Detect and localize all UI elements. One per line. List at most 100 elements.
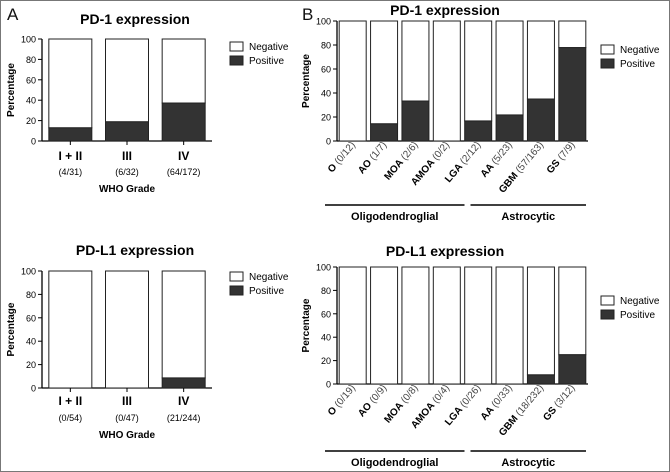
a2-legend-label-positive: Positive (249, 286, 284, 297)
a2-bar-negative-2 (161, 270, 206, 379)
b2-legend-swatch-negative (600, 295, 615, 306)
b1-group-label: Astrocytic (501, 211, 555, 223)
a2-legend-swatch-negative (229, 271, 244, 282)
b1-bar-positive-1 (370, 123, 399, 142)
b2-bar-negative-7 (558, 266, 587, 356)
a1-category-label: I + II (58, 149, 82, 163)
a2-bar-negative-0 (48, 270, 93, 389)
b1-category-label: GS (7/9) (545, 140, 578, 176)
a1-legend-label-negative: Negative (249, 42, 289, 53)
a1-x-axis-label: WHO Grade (99, 184, 156, 195)
a1-legend-label-positive: Positive (249, 56, 284, 67)
b2-count-label: (0/19) (333, 383, 358, 410)
b1-bar-negative-3 (432, 20, 461, 142)
b1-legend-swatch-positive (600, 58, 615, 69)
b1-legend-label-positive: Positive (620, 59, 655, 70)
b2-bar-negative-1 (370, 266, 399, 385)
b2-y-tick-label: 80 (321, 286, 331, 296)
b1-bar-positive-5 (495, 114, 524, 142)
a1-legend-swatch-positive (229, 55, 244, 66)
b1-bar-positive-7 (558, 47, 587, 142)
b2-y-tick-label: 0 (326, 380, 331, 390)
a2-legend-swatch-positive (229, 285, 244, 296)
a2-y-axis-label: Percentage (6, 302, 17, 356)
a1-bar-negative-0 (48, 38, 93, 129)
b2-y-tick-label: 60 (321, 309, 331, 319)
b1-category-name: AMOA (409, 156, 439, 188)
b1-y-tick-label: 80 (321, 41, 331, 51)
b2-group-label: Astrocytic (501, 457, 555, 469)
b2-legend-label-negative: Negative (620, 296, 660, 307)
a2-x-axis-label: WHO Grade (99, 430, 156, 441)
b1-count-label: (2/12) (458, 140, 483, 167)
a1-y-tick-label: 60 (26, 75, 36, 85)
b2-count-label: (0/26) (458, 383, 483, 410)
a1-count-label: (6/32) (115, 167, 139, 177)
b2-category-name: AMOA (409, 399, 439, 431)
a1-count-label: (4/31) (59, 167, 83, 177)
b1-count-label: (7/9) (556, 140, 578, 163)
b2-legend-label-positive: Positive (620, 310, 655, 321)
b1-y-tick-label: 100 (316, 17, 331, 27)
b1-y-tick-label: 60 (321, 65, 331, 75)
b2-bar-positive-6 (526, 374, 555, 385)
a1-count-label: (64/172) (167, 167, 201, 177)
a2-legend-label-negative: Negative (249, 272, 289, 283)
b1-count-label: (5/23) (490, 140, 515, 167)
b1-bar-negative-7 (558, 20, 587, 49)
a2-y-tick-label: 20 (26, 360, 36, 370)
b1-y-tick-label: 0 (326, 137, 331, 147)
a2-y-tick-label: 80 (26, 290, 36, 300)
b2-bar-positive-7 (558, 354, 587, 385)
b2-y-tick-label: 40 (321, 333, 331, 343)
b2-count-label: (3/12) (552, 383, 577, 410)
b1-legend-swatch-negative (600, 44, 615, 55)
a1-y-tick-label: 100 (21, 35, 36, 45)
b2-category-label: AO (0/9) (356, 383, 389, 419)
b1-bar-positive-4 (464, 120, 493, 142)
b1-count-label: (0/2) (430, 140, 452, 163)
b1-group-label: Oligodendroglial (351, 211, 438, 223)
a1-bar-negative-1 (105, 38, 149, 123)
b1-bar-negative-2 (401, 20, 430, 102)
a2-category-label: III (122, 394, 132, 408)
b2-legend-swatch-positive (600, 309, 615, 320)
b1-count-label: (57/163) (514, 140, 546, 176)
a1-bar-negative-2 (161, 38, 206, 104)
a2-y-tick-label: 100 (21, 267, 36, 277)
b1-y-tick-label: 40 (321, 89, 331, 99)
b2-bar-negative-2 (401, 266, 430, 385)
b1-y-tick-label: 20 (321, 113, 331, 123)
b2-bar-negative-4 (464, 266, 493, 385)
a2-y-tick-label: 60 (26, 313, 36, 323)
a1-bar-positive-0 (48, 127, 93, 142)
b2-y-tick-label: 20 (321, 356, 331, 366)
b2-count-label: (0/4) (430, 383, 452, 406)
b2-category-label: GS (3/12) (541, 383, 577, 423)
b1-count-label: (2/6) (399, 140, 421, 163)
a2-category-label: I + II (58, 394, 82, 408)
a1-y-tick-label: 40 (26, 96, 36, 106)
b2-chart-title: PD-L1 expression (386, 243, 504, 259)
a2-count-label: (0/54) (59, 413, 83, 423)
a2-count-label: (21/244) (167, 413, 201, 423)
a2-category-label: IV (178, 394, 189, 408)
b2-bar-negative-0 (338, 266, 367, 385)
a1-y-tick-label: 0 (31, 137, 36, 147)
b2-y-tick-label: 100 (316, 263, 331, 273)
a2-chart-title: PD-L1 expression (76, 242, 194, 258)
b2-count-label: (0/9) (368, 383, 390, 406)
b2-y-axis-label: Percentage (301, 298, 312, 352)
b1-bar-positive-6 (526, 98, 555, 142)
a2-count-label: (0/47) (115, 413, 139, 423)
b2-count-label: (0/33) (490, 383, 515, 410)
b1-category-label: AO (1/7) (356, 140, 389, 176)
panel-label-a: A (7, 5, 19, 24)
a2-y-tick-label: 0 (31, 384, 36, 394)
b1-bar-positive-2 (401, 100, 430, 142)
b1-bar-negative-4 (464, 20, 493, 122)
b2-bar-negative-5 (495, 266, 524, 385)
a1-category-label: IV (178, 149, 189, 163)
a1-y-tick-label: 80 (26, 55, 36, 65)
